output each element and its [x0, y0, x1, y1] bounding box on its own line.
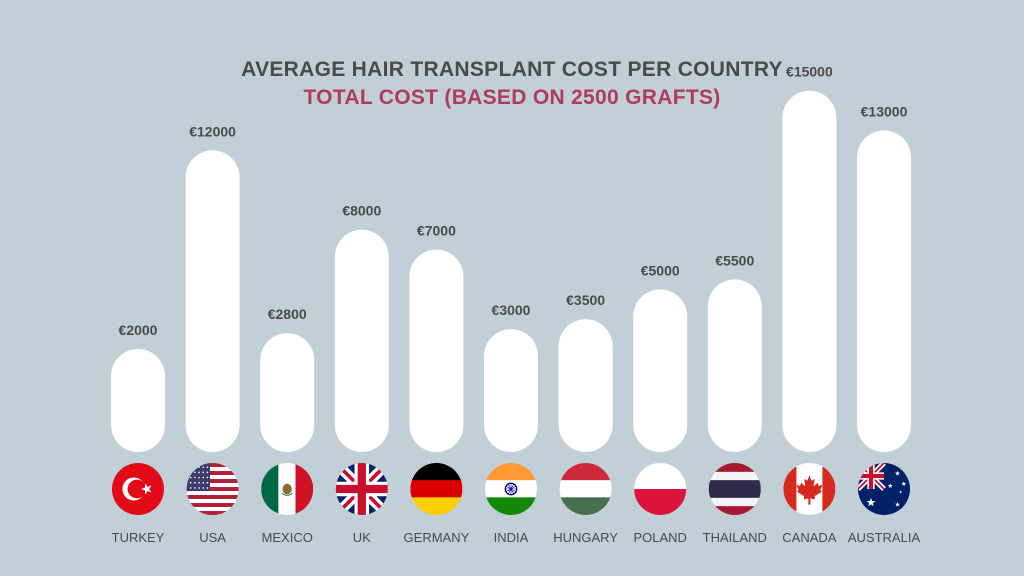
value-label-hungary: €3500 [566, 292, 605, 308]
bar-india [484, 329, 538, 452]
bar-usa [185, 150, 240, 453]
value-label-germany: €7000 [417, 223, 456, 239]
category-label-india: INDIA [494, 530, 529, 545]
category-label-canada: CANADA [782, 530, 837, 545]
value-label-canada: €15000 [786, 64, 833, 80]
bar-germany [409, 249, 464, 452]
flags-group [112, 463, 910, 516]
bar-mexico [260, 333, 315, 452]
value-label-turkey: €2000 [119, 322, 158, 338]
value-label-india: €3000 [492, 302, 531, 318]
category-label-poland: POLAND [633, 530, 686, 545]
value-label-mexico: €2800 [268, 306, 307, 322]
category-label-thailand: THAILAND [703, 530, 767, 545]
bars-group [111, 90, 911, 453]
value-labels-group: €2000 €12000 €2800 €8000 €7000 €3000 €3500 €500… [119, 64, 908, 338]
chart-subtitle: TOTAL COST (BASED ON 2500 GRAFTS) [303, 86, 721, 109]
uk-flag-icon [335, 463, 388, 515]
turkey-flag-icon [112, 463, 164, 515]
category-label-germany: GERMANY [404, 530, 470, 545]
category-label-turkey: TURKEY [112, 530, 165, 545]
poland-flag-icon [634, 463, 687, 515]
category-label-australia: AUSTRALIA [848, 530, 921, 545]
category-label-usa: USA [199, 530, 226, 545]
bar-uk [334, 229, 389, 452]
bar-thailand [707, 279, 762, 452]
hungary-flag-icon [559, 463, 612, 515]
germany-flag-icon [410, 463, 463, 515]
mexico-flag-icon [261, 463, 314, 515]
bar-hungary [558, 319, 613, 452]
canada-flag-icon [783, 463, 836, 515]
bar-poland [633, 289, 688, 452]
india-flag-icon [485, 463, 537, 515]
value-label-australia: €13000 [861, 103, 908, 119]
category-label-mexico: MEXICO [262, 530, 313, 545]
bar-canada [782, 90, 837, 452]
category-label-uk: UK [353, 530, 371, 545]
chart-title: AVERAGE HAIR TRANSPLANT COST PER COUNTRY [241, 58, 783, 81]
australia-flag-icon [858, 463, 910, 515]
value-label-thailand: €5500 [715, 252, 754, 268]
usa-flag-icon [186, 463, 239, 516]
thailand-flag-icon [708, 463, 761, 515]
value-label-poland: €5000 [641, 262, 680, 278]
category-label-hungary: HUNGARY [553, 530, 618, 545]
category-labels-group: TURKEY USA MEXICO UK GERMANY INDIA HUNGARY POLA… [112, 530, 921, 545]
value-label-uk: €8000 [342, 203, 381, 219]
bar-australia [857, 130, 911, 452]
value-label-usa: €12000 [189, 123, 236, 139]
bar-turkey [111, 349, 165, 452]
